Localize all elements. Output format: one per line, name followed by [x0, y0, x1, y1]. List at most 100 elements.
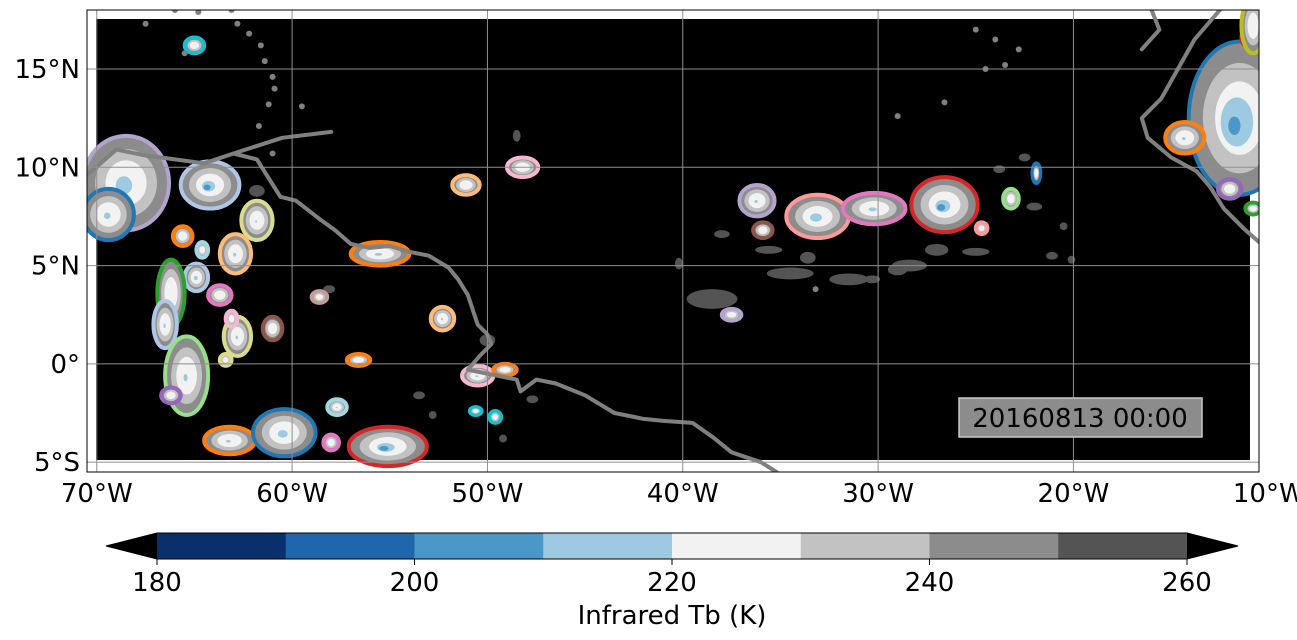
cloud-patch [413, 391, 425, 400]
cloud-cold-core [235, 335, 239, 340]
convective-cloud [260, 314, 285, 343]
convective-cloud [251, 407, 318, 459]
colorbar-tick-label: 260 [1162, 568, 1212, 598]
convective-cloud [182, 35, 207, 56]
cloud-patch [428, 411, 437, 419]
convective-cloud [202, 424, 257, 457]
convective-cloud [784, 192, 851, 241]
coastline-guiana-inland [231, 129, 334, 156]
cloud-inner-contour [1007, 194, 1015, 204]
island [181, 50, 188, 57]
convective-cloud [840, 190, 908, 227]
convective-cloud [450, 173, 482, 197]
convective-cloud [346, 424, 429, 469]
cloud-inner-contour [492, 414, 499, 420]
cloud-patch [499, 434, 507, 443]
convective-cloud [206, 283, 234, 307]
island [269, 150, 276, 157]
island [894, 113, 901, 120]
cloud-coldest-core [937, 204, 946, 211]
cloud-cold-core [163, 323, 166, 328]
island [298, 103, 305, 110]
cloud-inner-contour [166, 391, 176, 400]
cloud-patch [249, 184, 265, 197]
colorbar-cell [157, 533, 287, 559]
island [234, 20, 241, 27]
timestamp-label: 20160813 00:00 [972, 404, 1188, 434]
cloud-patch [799, 251, 816, 264]
convective-cloud [217, 232, 254, 276]
colorbar-label: Infrared Tb (K) [578, 601, 767, 631]
cloud-inner-contour [199, 246, 206, 254]
coastline-africa [1139, 10, 1259, 244]
cloud-inner-contour [352, 357, 365, 363]
convective-cloud [491, 361, 519, 378]
cloud-patch [1018, 153, 1031, 162]
cloud-inner-contour [978, 225, 985, 232]
latitude-tick-label: 10°N [14, 153, 80, 183]
cloud-inner-contour [1034, 168, 1039, 178]
cloud-patch [829, 273, 869, 286]
convective-cloud [151, 298, 179, 351]
timestamp-box [958, 397, 1203, 438]
island [1015, 46, 1022, 53]
colorbar-over-arrow [1187, 533, 1238, 559]
convective-cloud [719, 306, 744, 323]
cloud-patch [674, 257, 683, 270]
cloud-inner-contour [459, 180, 473, 190]
latitude-tick-labels: 15°N 10°N 5°N 0° 5°S [14, 55, 80, 478]
colorbar-cell [672, 533, 802, 559]
longitude-tick-label: 20°W [1038, 479, 1110, 509]
colorbar-cell [800, 533, 930, 559]
convective-cloud [309, 289, 330, 305]
cloud-patch [993, 165, 1006, 174]
latitude-tick-label: 0° [50, 350, 80, 380]
longitude-tick-label: 30°W [842, 479, 914, 509]
longitude-tick-label: 10°W [1233, 479, 1297, 509]
colorbar-cell [929, 533, 1059, 559]
latitude-tick-label: 5°N [31, 252, 80, 282]
cloud-inner-contour [315, 294, 324, 300]
latitude-tick-label: 15°N [14, 55, 80, 85]
cloud-inner-contour [222, 357, 229, 363]
island [257, 42, 264, 49]
cloud-coldest-core [203, 184, 211, 191]
longitude-tick-label: 50°W [452, 479, 524, 509]
convective-cloud [344, 352, 373, 368]
cloud-inner-contour [1247, 12, 1259, 39]
cloud-cold-core [1181, 137, 1186, 141]
gridlines-layer [87, 10, 1259, 472]
convective-cloud [87, 186, 136, 243]
convective-cloud [178, 159, 242, 211]
cloud-cold-core [475, 375, 479, 378]
colorbar: 180 200 220 240 260 Infrared Tb (K) [105, 532, 1239, 631]
cloud-patch [924, 243, 949, 256]
cloud-coldest-core [1228, 116, 1241, 135]
convective-cloud [751, 220, 775, 241]
cloud-inner-contour [249, 210, 265, 230]
cloud-cold-core [255, 220, 258, 223]
cloud-patch [1059, 222, 1068, 231]
cloud-cold-core [374, 252, 383, 256]
satellite-data-region [96, 19, 1250, 460]
convective-cloud [909, 175, 980, 235]
colorbar-under-arrow [106, 533, 157, 559]
cloud-patch [962, 247, 990, 256]
convective-cloud [1186, 39, 1259, 197]
cloud-cold-core [754, 199, 758, 203]
island [1002, 62, 1009, 69]
cloud-cold-core [277, 430, 288, 438]
convective-cloud [973, 220, 990, 237]
island [171, 10, 178, 13]
longitude-tick-label: 70°W [61, 479, 133, 509]
cloud-inner-contour [327, 438, 335, 447]
island [941, 99, 948, 106]
longitude-tick-labels: 70°W 60°W 50°W 40°W 30°W 20°W 10°W [61, 479, 1297, 509]
cloud-cold-core [809, 213, 822, 222]
cloud-inner-contour [178, 231, 188, 241]
cloud-patch [512, 129, 521, 142]
latitude-tick-label: 5°S [34, 448, 80, 478]
colorbar-cell [543, 533, 673, 559]
cloud-patch [686, 289, 738, 309]
convective-cloud [1215, 177, 1244, 201]
